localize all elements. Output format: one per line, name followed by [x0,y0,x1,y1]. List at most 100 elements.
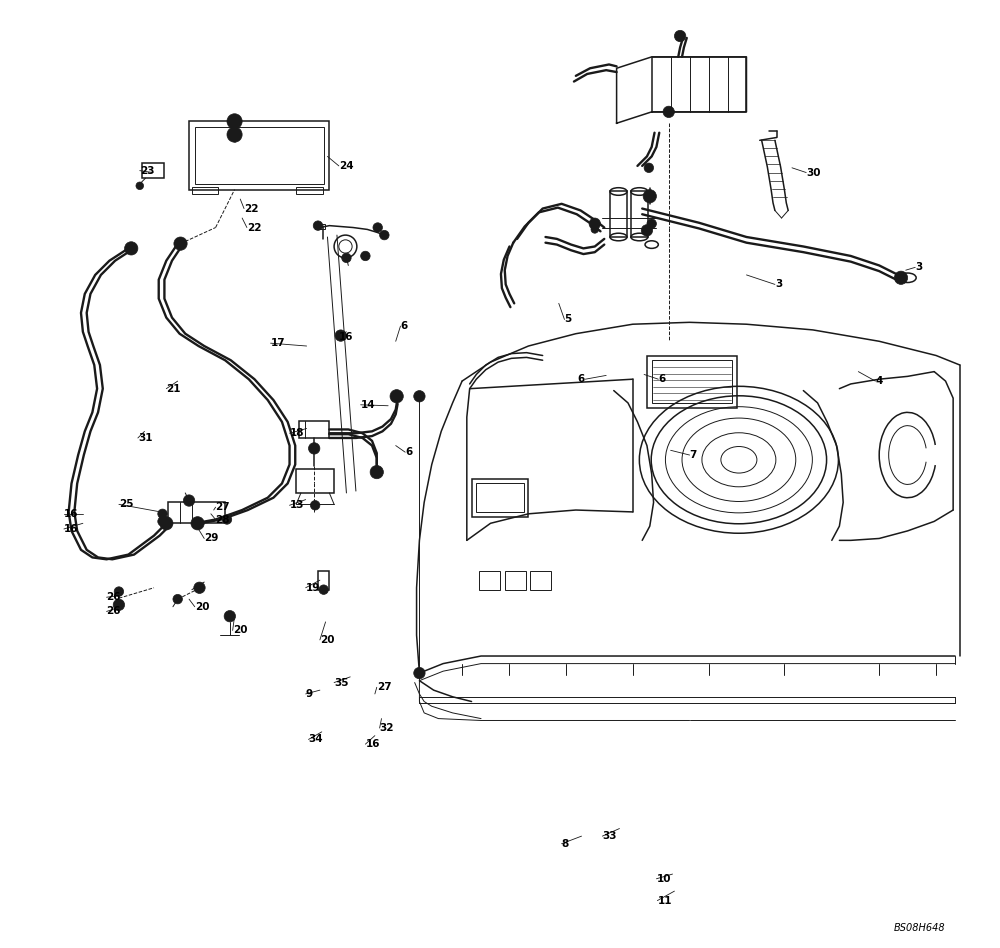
Text: 13: 13 [290,501,304,510]
Text: 26: 26 [107,592,121,602]
Text: 6: 6 [658,374,666,384]
Text: 17: 17 [271,338,285,348]
Circle shape [158,509,167,519]
Circle shape [174,237,187,250]
Text: 27: 27 [216,502,230,512]
Circle shape [643,190,656,203]
Text: 10: 10 [656,874,671,884]
Text: 29: 29 [204,534,219,543]
Text: 16: 16 [64,524,78,534]
Text: 3: 3 [915,263,922,272]
Text: 6: 6 [400,321,408,331]
Text: 22: 22 [247,223,261,232]
Text: 19: 19 [306,583,320,592]
Text: 30: 30 [806,168,821,177]
Bar [142,163,164,178]
Text: 34: 34 [309,735,323,744]
Circle shape [158,517,167,526]
Bar [315,224,325,229]
Bar [472,479,528,517]
Text: 21: 21 [166,384,181,393]
Text: 8: 8 [562,839,569,848]
Bar [168,502,225,523]
Circle shape [114,587,124,596]
Text: 27: 27 [377,683,391,692]
Circle shape [342,253,351,263]
Bar [189,121,329,190]
Circle shape [335,330,346,341]
Bar [476,483,524,512]
Text: 6: 6 [578,374,585,384]
Circle shape [361,251,370,261]
Circle shape [136,182,144,190]
Circle shape [647,219,656,228]
Circle shape [663,106,674,118]
Text: 20: 20 [195,602,209,611]
Circle shape [309,443,320,454]
Bar [296,469,334,493]
Circle shape [183,495,195,506]
Circle shape [390,390,403,403]
Text: 16: 16 [339,332,353,341]
Circle shape [373,223,382,232]
Circle shape [641,225,653,236]
Text: 25: 25 [119,500,133,509]
Bar [647,356,737,408]
Circle shape [894,271,908,284]
Text: 23: 23 [140,166,154,175]
Circle shape [224,611,236,622]
Circle shape [414,667,425,679]
Circle shape [194,582,205,593]
Circle shape [227,114,242,129]
Text: 16: 16 [64,509,78,519]
Circle shape [173,594,182,604]
Text: 9: 9 [306,689,313,699]
Circle shape [319,585,328,594]
Circle shape [113,599,125,611]
Text: 22: 22 [244,204,259,213]
Circle shape [644,163,654,173]
Circle shape [380,230,389,240]
Text: 20: 20 [320,635,334,645]
Bar [505,571,526,590]
Bar [652,360,732,403]
Circle shape [125,242,138,255]
Text: 20: 20 [233,626,247,635]
Bar [318,571,329,590]
Bar [192,187,218,194]
Circle shape [313,221,323,230]
Text: 24: 24 [339,161,353,171]
Text: 33: 33 [602,831,617,841]
Bar [479,571,500,590]
Circle shape [370,465,383,479]
Circle shape [591,226,599,233]
Bar [610,191,627,237]
Circle shape [589,218,600,229]
Text: 6: 6 [405,447,412,457]
Text: 14: 14 [361,400,375,410]
Circle shape [674,30,686,42]
Text: 28: 28 [216,515,230,524]
Bar [631,191,648,237]
Circle shape [222,515,232,524]
Text: 32: 32 [380,723,394,733]
Text: 18: 18 [290,428,304,438]
Text: 26: 26 [107,607,121,616]
Circle shape [191,517,204,530]
Bar [299,421,329,438]
Text: 11: 11 [657,896,672,905]
Text: 31: 31 [138,433,152,443]
Text: 5: 5 [564,315,572,324]
Text: 7: 7 [690,450,697,460]
Circle shape [227,127,242,142]
Circle shape [160,517,173,530]
Text: 35: 35 [334,678,349,687]
Bar [195,127,324,184]
Text: 16: 16 [365,739,380,749]
Text: BS08H648: BS08H648 [894,922,946,933]
Text: 4: 4 [875,376,883,386]
Bar [296,187,323,194]
Text: 3: 3 [775,280,782,289]
Circle shape [310,501,320,510]
Circle shape [414,391,425,402]
